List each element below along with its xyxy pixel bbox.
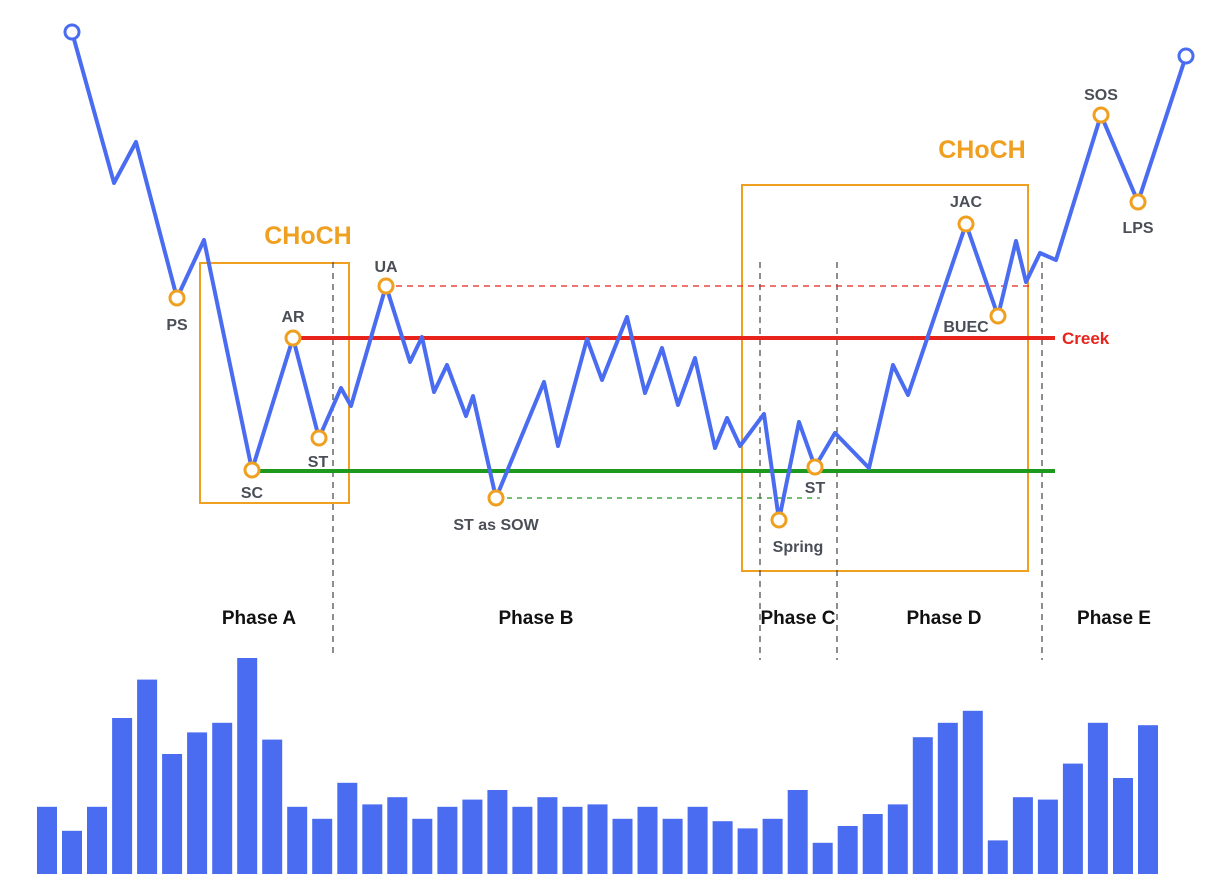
key-points [168, 106, 1147, 529]
volume-bar [462, 799, 483, 874]
volume-bar [1113, 778, 1133, 874]
st-c-label: ST [805, 480, 826, 497]
volume-bar [37, 806, 57, 874]
lps-label: LPS [1122, 220, 1153, 237]
volume-bar [312, 818, 333, 874]
volume-bar [162, 754, 183, 874]
volume-bar [537, 797, 558, 874]
volume-bar [837, 826, 858, 874]
sc-point [243, 461, 261, 479]
buec-label: BUEC [943, 319, 989, 336]
phase-b-label: Phase B [499, 608, 574, 629]
price-line [70, 30, 1188, 522]
volume-bar [687, 806, 708, 874]
volume-bar [1138, 725, 1158, 874]
volume-bar [812, 842, 833, 874]
phase-e-label: Phase E [1077, 608, 1151, 629]
volume-bar [637, 806, 658, 874]
st-a-point [310, 429, 328, 447]
volume-bar [412, 818, 433, 874]
volume-bar [437, 806, 458, 874]
volume-bar [262, 739, 283, 874]
volume-bar [737, 828, 758, 874]
volume-bars [37, 658, 1158, 874]
phase-a-label: Phase A [222, 608, 297, 629]
st-c-point [806, 458, 824, 476]
volume-bar [287, 806, 308, 874]
st-sow-point [487, 489, 505, 507]
volume-bar [787, 790, 808, 874]
ar-label: AR [281, 309, 305, 326]
sos-label: SOS [1084, 87, 1118, 104]
volume-bar [987, 840, 1008, 874]
volume-bar [337, 782, 358, 874]
volume-bar [937, 722, 958, 874]
volume-bar [362, 804, 383, 874]
jac-point [957, 215, 975, 233]
st-a-label: ST [308, 454, 329, 471]
volume-bar [1087, 722, 1108, 874]
sos-point [1092, 106, 1110, 124]
volume-bar [912, 737, 933, 874]
choch-box-left [199, 262, 350, 504]
choch-label-left: CHoCH [264, 222, 352, 250]
volume-bar [887, 804, 908, 874]
spring-point [770, 511, 788, 529]
volume-bar [387, 797, 408, 874]
volume-bar [562, 806, 583, 874]
choch-box-right [741, 184, 1029, 572]
end-point [1177, 47, 1195, 65]
volume-bar [237, 658, 258, 874]
choch-label-right: CHoCH [938, 136, 1026, 164]
volume-bar [587, 804, 608, 874]
phase-c-label: Phase C [761, 608, 836, 629]
spring-label: Spring [773, 539, 824, 556]
ua-label: UA [374, 259, 398, 276]
volume-bar [212, 722, 233, 874]
volume-bar [1062, 763, 1083, 874]
ps-point [168, 289, 186, 307]
phase-d-label: Phase D [907, 608, 982, 629]
volume-bar [712, 821, 733, 874]
volume-bar [112, 718, 133, 874]
volume-bar [962, 710, 983, 874]
volume-bar [662, 818, 683, 874]
ua-point [377, 277, 395, 295]
volume-bar [1012, 797, 1033, 874]
ps-label: PS [166, 317, 188, 334]
buec-point [989, 307, 1007, 325]
sc-label: SC [241, 485, 264, 502]
volume-bar [862, 814, 883, 874]
volume-bar [762, 818, 783, 874]
volume-bar [87, 806, 107, 874]
volume-bar [1037, 799, 1058, 874]
lps-point [1129, 193, 1147, 211]
start-point [63, 23, 81, 41]
volume-bar [512, 806, 533, 874]
ar-point [284, 329, 302, 347]
creek-label: Creek [1062, 329, 1110, 348]
volume-bar [137, 679, 158, 874]
volume-bar [612, 818, 633, 874]
jac-label: JAC [950, 194, 982, 211]
volume-bar [187, 732, 208, 874]
volume-bar [62, 830, 82, 874]
volume-bar [487, 790, 508, 874]
st-sow-label: ST as SOW [453, 517, 539, 534]
